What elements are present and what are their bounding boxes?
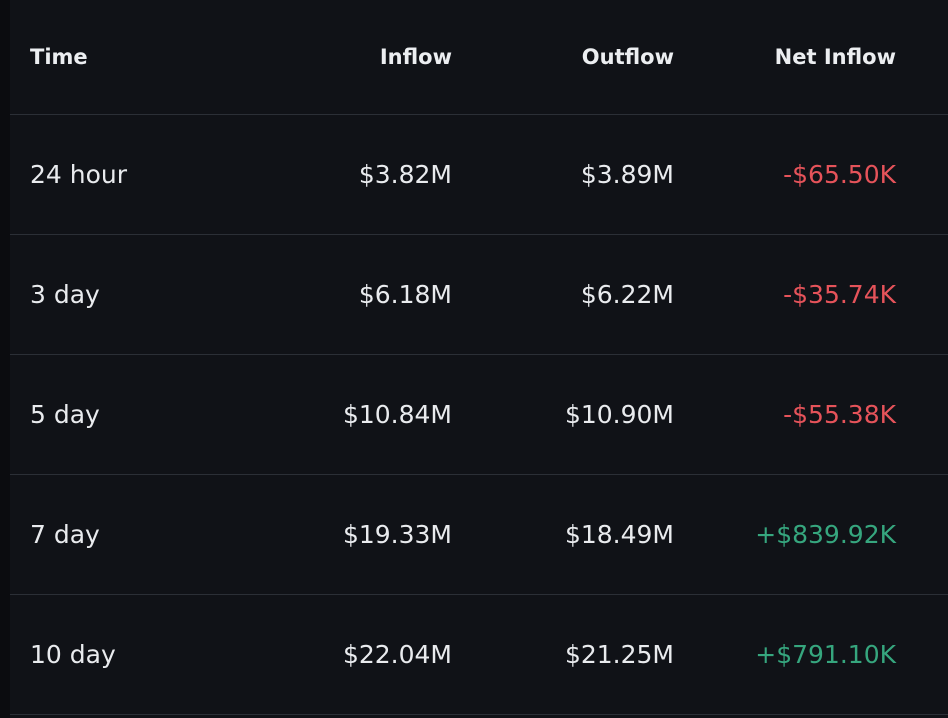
outflow-cell: $10.90M <box>564 400 674 429</box>
time-cell: 10 day <box>30 640 116 669</box>
net-inflow-cell: -$55.38K <box>783 400 896 429</box>
header-time: Time <box>30 45 88 69</box>
time-cell: 5 day <box>30 400 100 429</box>
net-inflow-cell: +$839.92K <box>755 520 896 549</box>
flow-table: Time Inflow Outflow Net Inflow 24 hour $… <box>10 0 948 718</box>
net-inflow-cell: +$791.10K <box>755 640 896 669</box>
inflow-cell: $10.84M <box>342 400 452 429</box>
table-row: 24 hour $3.82M $3.89M -$65.50K <box>10 115 948 235</box>
inflow-cell: $22.04M <box>342 640 452 669</box>
net-inflow-cell: -$35.74K <box>783 280 896 309</box>
outflow-cell: $3.89M <box>580 160 674 189</box>
header-inflow: Inflow <box>379 45 452 69</box>
table-row: 7 day $19.33M $18.49M +$839.92K <box>10 475 948 595</box>
table-row: 5 day $10.84M $10.90M -$55.38K <box>10 355 948 475</box>
time-cell: 7 day <box>30 520 100 549</box>
time-cell: 24 hour <box>30 160 128 189</box>
outflow-cell: $18.49M <box>564 520 674 549</box>
net-inflow-cell: -$65.50K <box>783 160 896 189</box>
table-header: Time Inflow Outflow Net Inflow <box>10 0 948 115</box>
outflow-cell: $6.22M <box>580 280 674 309</box>
header-net-inflow: Net Inflow <box>774 45 896 69</box>
header-outflow: Outflow <box>581 45 674 69</box>
inflow-cell: $6.18M <box>358 280 452 309</box>
time-cell: 3 day <box>30 280 100 309</box>
table-row: 3 day $6.18M $6.22M -$35.74K <box>10 235 948 355</box>
inflow-cell: $19.33M <box>342 520 452 549</box>
table-row: 10 day $22.04M $21.25M +$791.10K <box>10 595 948 715</box>
outflow-cell: $21.25M <box>564 640 674 669</box>
inflow-cell: $3.82M <box>358 160 452 189</box>
